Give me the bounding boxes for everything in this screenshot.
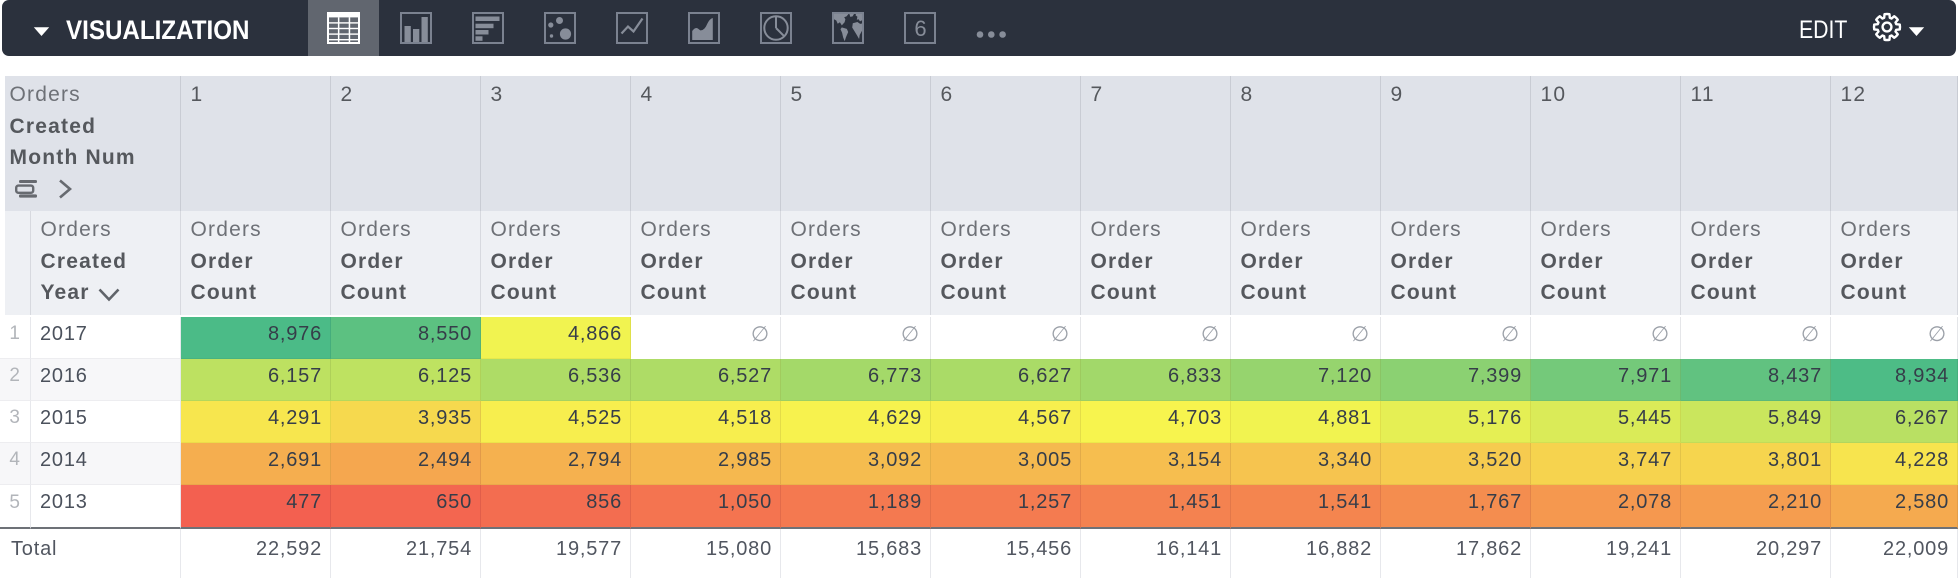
svg-text:6: 6 [914, 16, 926, 41]
